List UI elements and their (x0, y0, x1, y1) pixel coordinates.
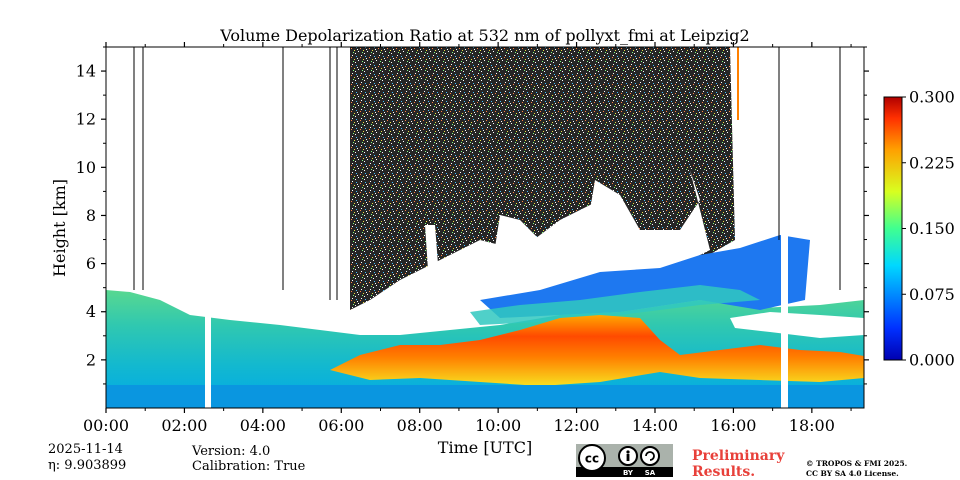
calibration-label: Calibration: True (192, 459, 306, 474)
x-tick-label: 00:00 (83, 416, 129, 435)
y-axis: 2 4 6 8 10 12 14 (76, 46, 869, 385)
svg-text:BY: BY (623, 469, 634, 477)
x-axis-label: Time [UTC] (438, 438, 532, 457)
y-tick-label: 8 (86, 206, 96, 225)
x-tick-label: 02:00 (161, 416, 207, 435)
data-gap (205, 47, 211, 408)
y-tick-label: 2 (86, 350, 96, 369)
colorbar-tick-label: 0.075 (909, 285, 955, 304)
x-tick-label: 14:00 (632, 416, 678, 435)
svg-text:cc: cc (585, 452, 599, 466)
cirrus-clouds (590, 170, 710, 265)
x-tick-label: 16:00 (710, 416, 756, 435)
x-tick-label: 08:00 (397, 416, 443, 435)
colorbar-tick-label: 0.150 (909, 219, 955, 238)
cc-by-sa-icon: cc BY SA (576, 444, 673, 477)
y-tick-label: 6 (86, 254, 96, 273)
y-tick-label: 14 (76, 62, 96, 81)
profile-lines (133, 47, 841, 300)
surface-layer (106, 385, 864, 408)
x-axis: 00:00 02:00 04:00 06:00 08:00 10:00 12:00 14:00… (83, 42, 852, 435)
preliminary-line-1: Preliminary (692, 448, 785, 464)
x-tick-label: 04:00 (240, 416, 286, 435)
eta-label: η: 9.903899 (48, 458, 127, 473)
elevated-dust-layer (330, 315, 864, 386)
x-tick-label: 10:00 (475, 416, 521, 435)
axes-frame (105, 46, 865, 409)
x-tick-label: 18:00 (789, 416, 835, 435)
upper-aerosol-layer-fringe (470, 285, 760, 325)
y-tick-label: 4 (86, 302, 96, 321)
copyright-note: © TROPOS & FMI 2025. CC BY SA 4.0 Licens… (806, 459, 907, 479)
version-label: Version: 4.0 (192, 444, 271, 459)
date-label: 2025-11-14 (48, 442, 123, 457)
cirrus-streaks (425, 215, 585, 310)
colorbar-tick-label: 0.300 (909, 88, 955, 107)
copyright-line-2: CC BY SA 4.0 License. (806, 469, 899, 478)
y-tick-label: 12 (76, 110, 96, 129)
x-tick-label: 06:00 (318, 416, 364, 435)
svg-text:SA: SA (645, 469, 656, 477)
low-cloud-right (730, 312, 864, 338)
colorbar (883, 96, 903, 361)
y-tick-label: 10 (76, 158, 96, 177)
colorbar-tick-label: 0.225 (909, 153, 955, 172)
colorbar-tick-label: 0.000 (909, 351, 955, 370)
plot-area (106, 47, 864, 408)
x-tick-label: 12:00 (554, 416, 600, 435)
data-gap (781, 47, 788, 408)
y-axis-label: Height [km] (50, 179, 69, 277)
preliminary-results-note: Preliminary Results. (692, 448, 784, 480)
copyright-line-1: © TROPOS & FMI 2025. (806, 459, 908, 468)
colorbar-ticks: 0.000 0.075 0.150 0.225 0.300 (902, 88, 955, 370)
chart-title: Volume Depolarization Ratio at 532 nm of… (219, 26, 749, 45)
preliminary-line-2: Results. (692, 464, 756, 480)
